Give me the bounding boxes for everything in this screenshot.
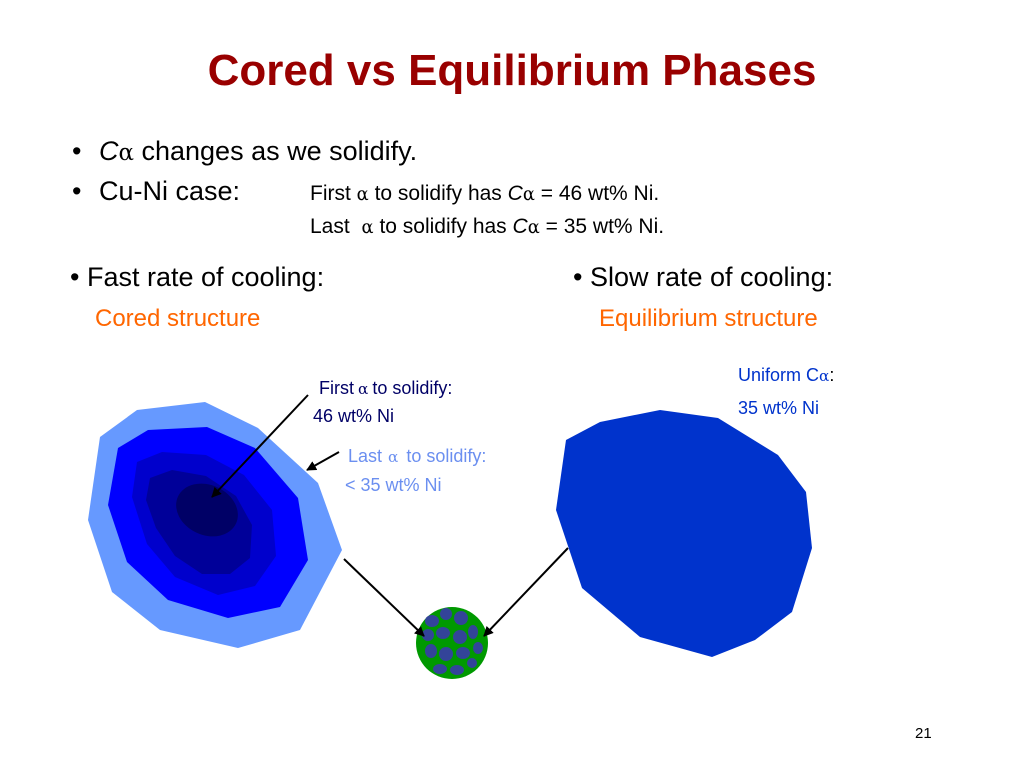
- c-symbol: C: [512, 215, 528, 238]
- bullet-dot: •: [72, 176, 82, 206]
- micro-grain: [433, 664, 447, 674]
- alpha-symbol: α: [388, 448, 399, 466]
- micro-grain: [456, 647, 470, 659]
- microstructure-circle: [416, 607, 488, 679]
- micro-grain: [454, 611, 468, 625]
- cored-to-micro-arrow: [343, 558, 425, 637]
- c-symbol: C: [98, 136, 119, 166]
- cored-grain: [88, 402, 342, 648]
- c-symbol: C: [507, 182, 523, 205]
- bullet-dot: •: [72, 136, 82, 166]
- alpha-symbol: α: [361, 217, 374, 238]
- uniform-to-micro-arrow: [483, 547, 569, 637]
- micro-grain: [473, 642, 483, 654]
- alpha-symbol: α: [358, 380, 369, 398]
- micro-grain: [453, 630, 467, 644]
- bullet-text: Cu-Ni case:: [98, 176, 241, 206]
- micro-grain: [467, 658, 477, 668]
- fast-cooling-heading: • Fast rate of cooling:: [70, 262, 325, 292]
- micro-grain: [425, 615, 439, 627]
- first-solidify-value: 46 wt% Ni: [313, 406, 395, 426]
- uniform-grain: [556, 410, 812, 657]
- slide-title: Cored vs Equilibrium Phases: [207, 46, 817, 95]
- micro-grain: [422, 629, 434, 641]
- page-number: 21: [915, 725, 932, 742]
- cored-structure-label: Cored structure: [95, 305, 261, 332]
- last-text: Last: [310, 215, 350, 238]
- uniform-composition-value: 35 wt% Ni: [738, 398, 820, 418]
- alpha-subscript: α: [522, 184, 535, 205]
- value-text: = 35 wt% Ni.: [545, 215, 665, 238]
- alpha-subscript: α: [527, 217, 540, 238]
- last-solidify-line: Last α to solidify has Cα = 35 wt% Ni.: [310, 215, 664, 239]
- to-solidify-text: to solidify:: [406, 446, 487, 466]
- to-solidify-text: to solidify has: [374, 182, 502, 205]
- cored-core: [176, 483, 238, 537]
- first-solidify-arrow: [211, 394, 309, 498]
- uniform-composition-label: Uniform Cα:: [738, 365, 834, 386]
- last-solidify-label: Last α to solidify:: [348, 446, 486, 467]
- last-text: Last: [348, 446, 383, 466]
- to-solidify-text: to solidify has: [379, 215, 507, 238]
- micro-grain: [468, 625, 478, 639]
- micro-grain: [450, 665, 464, 675]
- micro-grain: [439, 647, 453, 661]
- slow-cooling-heading: • Slow rate of cooling:: [573, 262, 834, 292]
- bullet-cuni-case: • Cu-Ni case:: [72, 176, 240, 207]
- value-text: = 46 wt% Ni.: [540, 182, 660, 205]
- alpha-subscript: α: [118, 140, 134, 166]
- micro-grains: [422, 608, 483, 675]
- alpha-symbol: α: [356, 184, 369, 205]
- equilibrium-structure-label: Equilibrium structure: [599, 305, 818, 332]
- bullet-changes: • Cα changes as we solidify.: [72, 136, 417, 167]
- alpha-subscript: α: [819, 367, 830, 385]
- first-text: First: [310, 182, 351, 205]
- last-solidify-value: < 35 wt% Ni: [345, 475, 442, 495]
- micro-grain: [436, 627, 450, 639]
- to-solidify-text: to solidify:: [372, 378, 453, 398]
- micro-grain: [440, 608, 452, 620]
- first-solidify-line: First α to solidify has Cα = 46 wt% Ni.: [310, 182, 659, 206]
- micro-grain: [425, 644, 437, 658]
- colon: :: [829, 365, 835, 385]
- last-solidify-arrow: [306, 451, 340, 471]
- first-solidify-label: First α to solidify:: [319, 378, 452, 399]
- first-text: First: [319, 378, 354, 398]
- bullet-text: changes as we solidify.: [141, 136, 418, 166]
- uniform-text: Uniform C: [738, 365, 820, 385]
